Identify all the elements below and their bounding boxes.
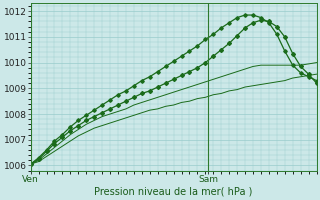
X-axis label: Pression niveau de la mer( hPa ): Pression niveau de la mer( hPa )	[94, 187, 253, 197]
